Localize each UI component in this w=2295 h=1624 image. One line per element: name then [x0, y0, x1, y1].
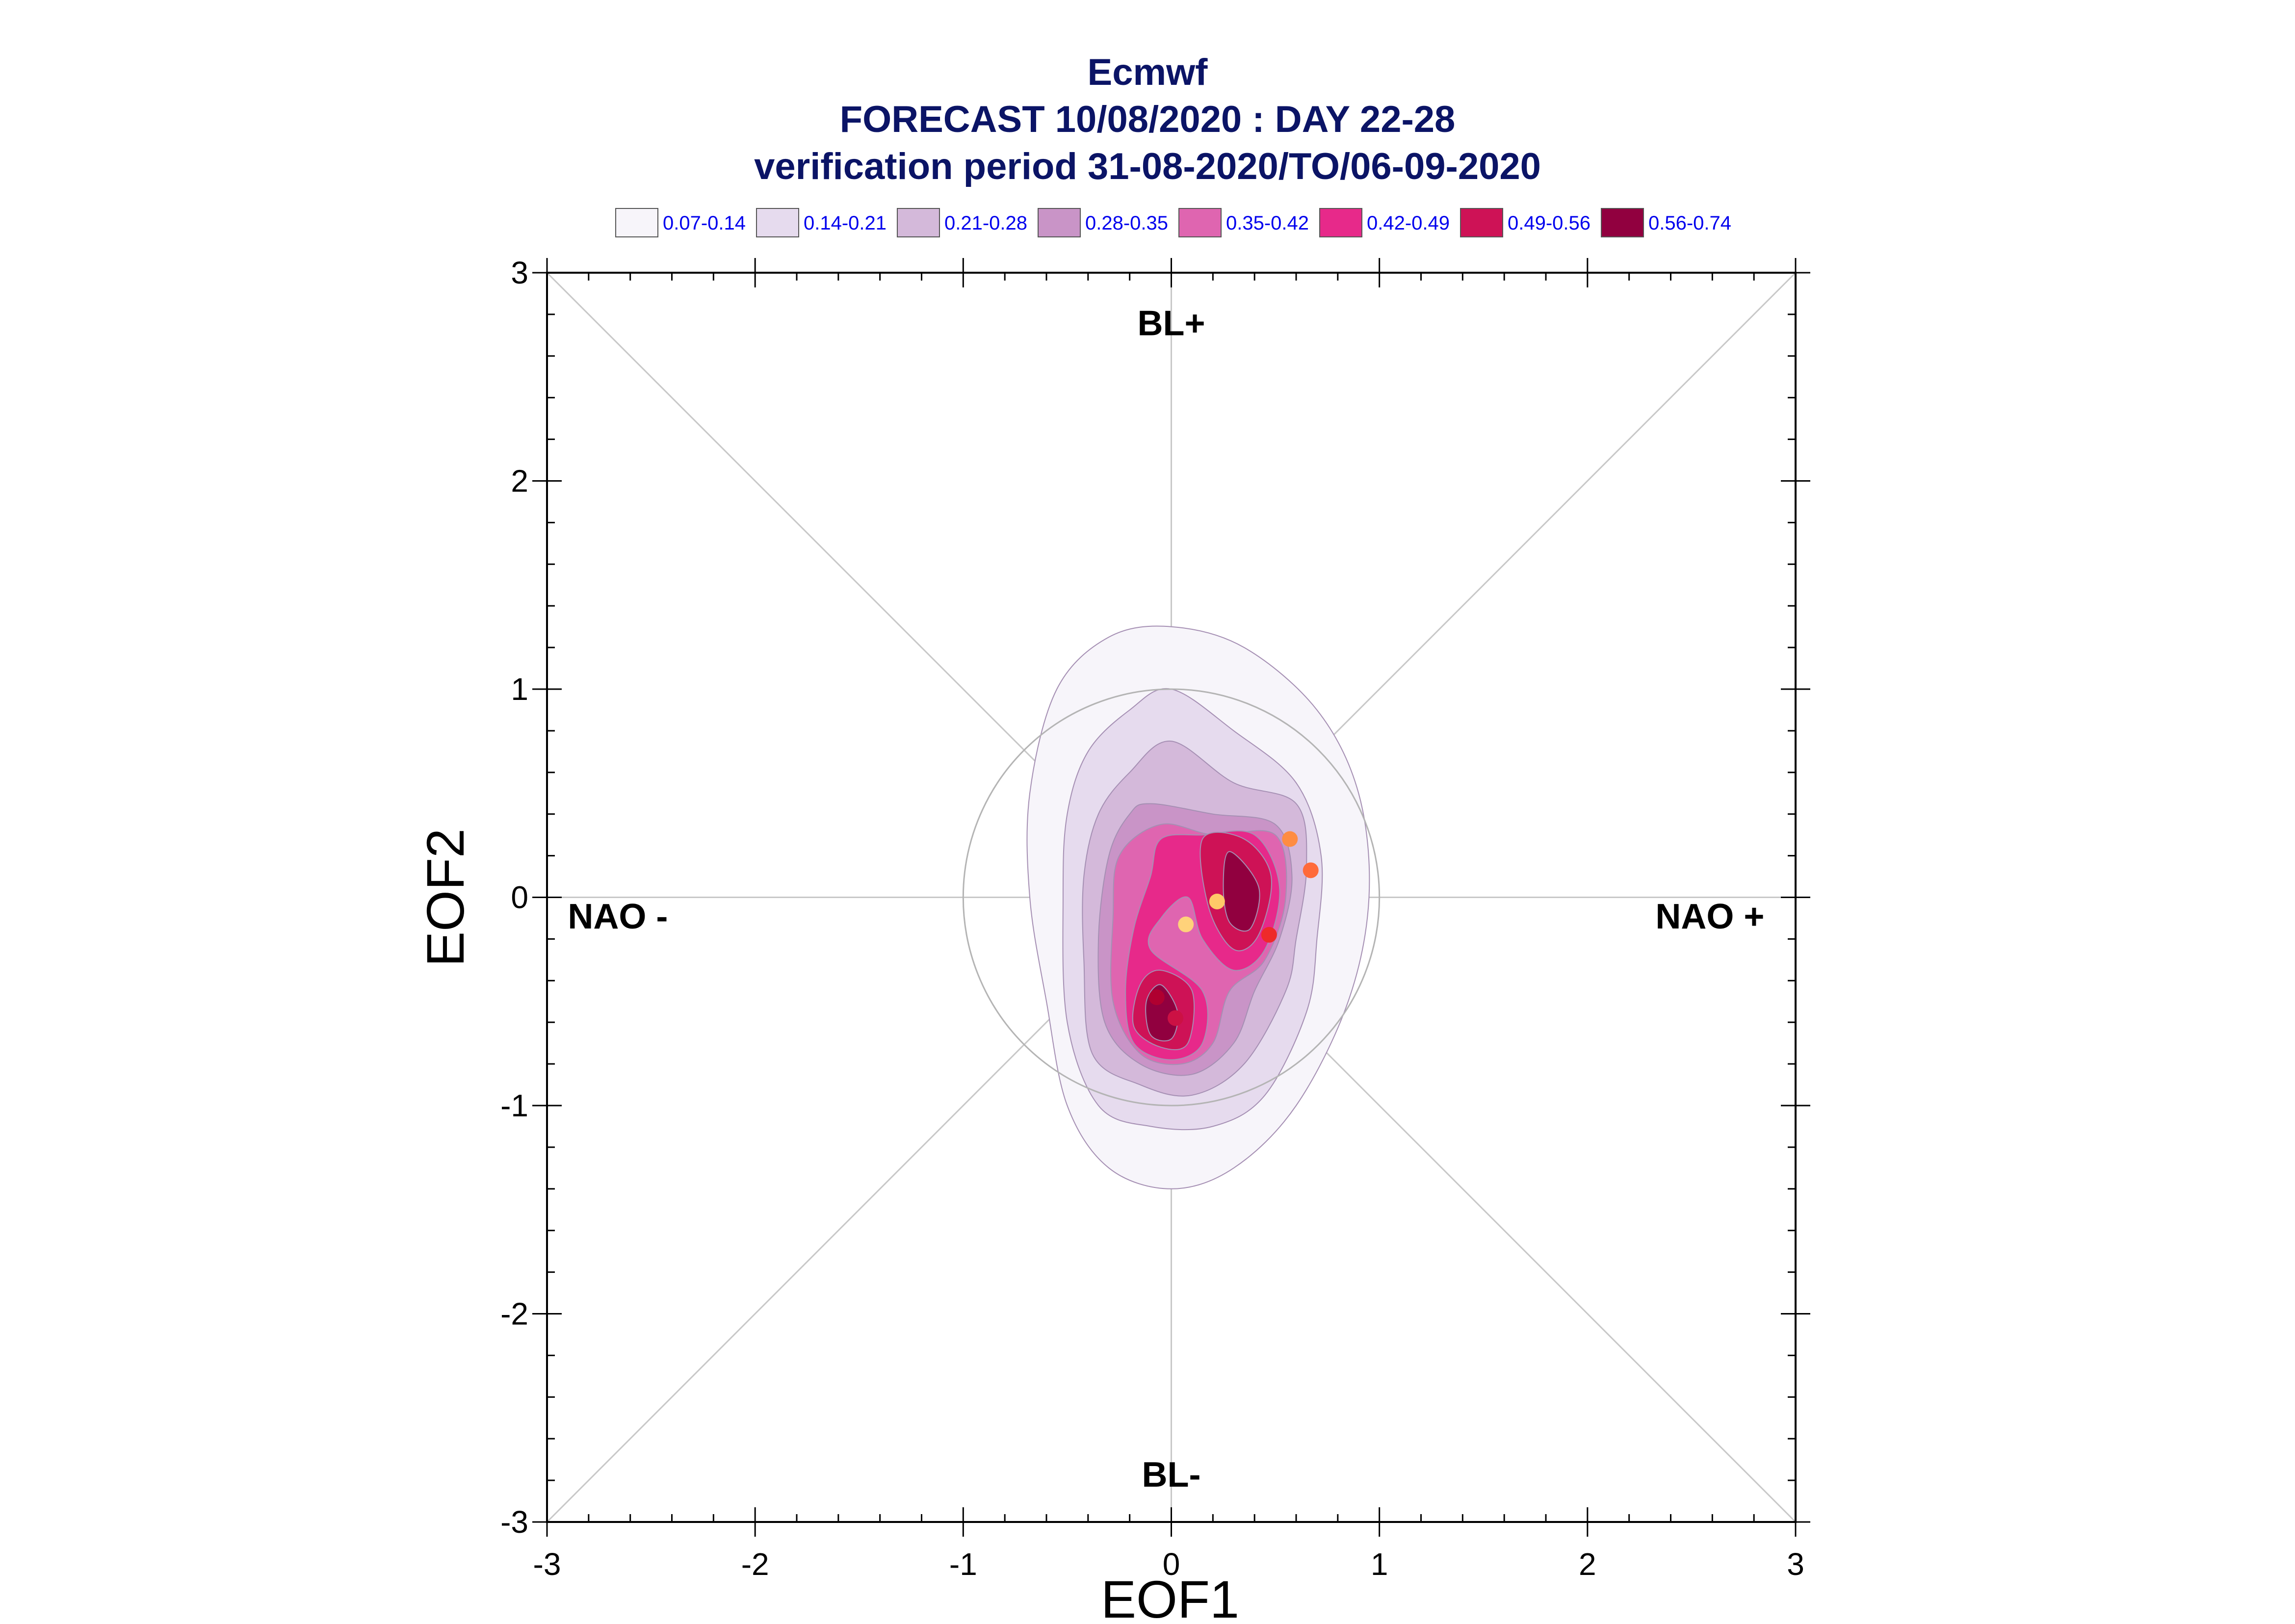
region-labels: BL+ BL- NAO - NAO + [568, 304, 1764, 1494]
legend-swatch [897, 208, 940, 237]
data-point [1209, 893, 1225, 909]
x-tick-label: -3 [533, 1547, 561, 1582]
y-tick-label: -1 [500, 1088, 528, 1123]
data-point [1303, 862, 1319, 878]
x-tick-label: 2 [1579, 1547, 1596, 1582]
y-tick-label: 0 [511, 880, 528, 915]
legend-swatch [1178, 208, 1222, 237]
x-tick-label: 1 [1371, 1547, 1388, 1582]
legend-swatch [615, 208, 658, 237]
legend-label: 0.14-0.21 [804, 212, 887, 234]
y-tick-label: -3 [500, 1504, 528, 1540]
y-axis-title: EOF2 [416, 828, 475, 967]
data-point [1282, 831, 1298, 847]
density-contour [1223, 851, 1260, 932]
x-tick-label: 3 [1787, 1547, 1804, 1582]
chart-titles: Ecmwf FORECAST 10/08/2020 : DAY 22-28 ve… [0, 49, 2295, 190]
chart-title: Ecmwf [1087, 52, 1208, 93]
legend-swatch [1038, 208, 1081, 237]
data-points [1148, 831, 1319, 1026]
unit-circle [962, 688, 1381, 1107]
reference-circle [962, 688, 1381, 1107]
legend-label: 0.21-0.28 [944, 212, 1027, 234]
chart-subtitle-verification: verification period 31-08-2020/TO/06-09-… [754, 146, 1541, 187]
x-tick-label: 0 [1163, 1547, 1180, 1582]
legend-label: 0.42-0.49 [1367, 212, 1450, 234]
legend-swatch [1460, 208, 1503, 237]
chart-subtitle-forecast: FORECAST 10/08/2020 : DAY 22-28 [839, 99, 1456, 140]
data-point [1261, 927, 1277, 943]
data-point [1167, 1010, 1183, 1026]
legend-label: 0.49-0.56 [1508, 212, 1591, 234]
legend-item: 0.07-0.14 [615, 208, 746, 237]
axis-ticks: -3 -2 -1 0 1 2 3 -3 -2 -1 0 1 2 3 [500, 255, 1810, 1582]
legend-swatch [1319, 208, 1362, 237]
legend-item: 0.56-0.74 [1601, 208, 1731, 237]
legend-swatch [1601, 208, 1644, 237]
legend-label: 0.28-0.35 [1085, 212, 1168, 234]
legend-item: 0.49-0.56 [1460, 208, 1591, 237]
legend: 0.07-0.14 0.14-0.21 0.21-0.28 0.28-0.35 0.35… [615, 208, 1731, 237]
density-contours [1026, 625, 1370, 1189]
x-tick-label: -2 [741, 1547, 769, 1582]
legend-swatch [756, 208, 799, 237]
x-axis-title: EOF1 [1101, 1570, 1239, 1624]
y-tick-label: -2 [500, 1296, 528, 1332]
region-label-nao-minus: NAO - [568, 897, 668, 936]
legend-label: 0.07-0.14 [663, 212, 746, 234]
legend-item: 0.14-0.21 [756, 208, 887, 237]
legend-item: 0.28-0.35 [1038, 208, 1168, 237]
legend-item: 0.21-0.28 [897, 208, 1027, 237]
legend-item: 0.42-0.49 [1319, 208, 1450, 237]
y-tick-label: 2 [511, 464, 528, 499]
legend-item: 0.35-0.42 [1178, 208, 1309, 237]
y-tick-label: 3 [511, 255, 528, 290]
x-tick-label: -1 [949, 1547, 977, 1582]
region-label-bl-plus: BL+ [1137, 304, 1205, 343]
data-point [1178, 916, 1194, 932]
y-tick-label: 1 [511, 671, 528, 707]
region-label-nao-plus: NAO + [1655, 897, 1764, 936]
legend-label: 0.56-0.74 [1648, 212, 1731, 234]
legend-label: 0.35-0.42 [1226, 212, 1309, 234]
plot-area: -3 -2 -1 0 1 2 3 -3 -2 -1 0 1 2 3 BL+ BL- NAO - NAO + [500, 255, 1810, 1582]
data-point [1148, 989, 1165, 1005]
region-label-bl-minus: BL- [1142, 1455, 1201, 1495]
